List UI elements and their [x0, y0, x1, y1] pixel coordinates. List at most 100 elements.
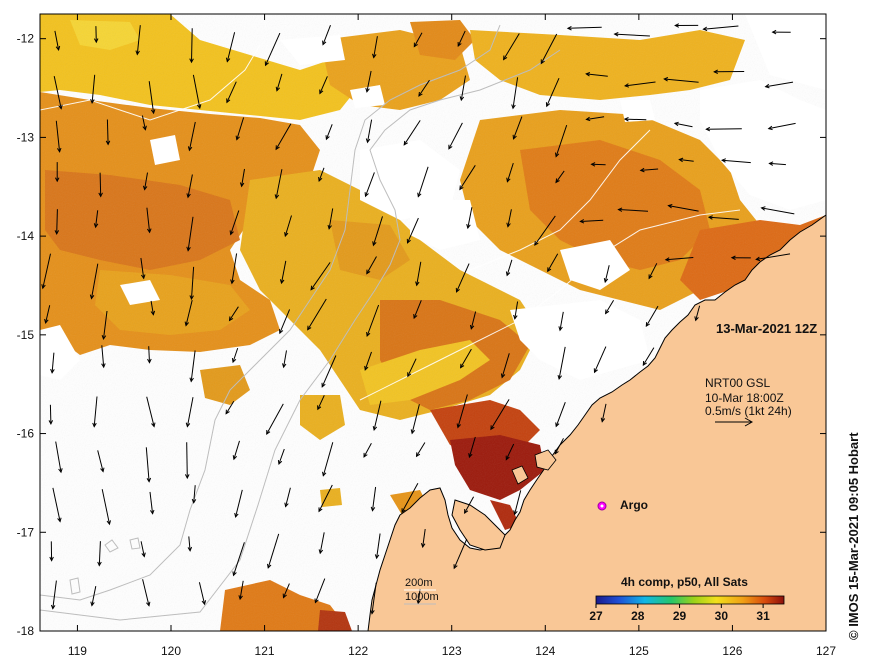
current-vector — [230, 210, 240, 235]
current-vector-head — [50, 604, 56, 610]
current-vector — [266, 403, 284, 435]
current-vector — [276, 73, 283, 91]
current-vector-head — [694, 316, 699, 322]
current-vector-head — [48, 420, 54, 426]
current-vector — [236, 117, 245, 140]
current-vector-head — [264, 61, 269, 67]
current-legend-line3: 0.5m/s (1kt 24h) — [705, 404, 792, 418]
current-vector — [367, 119, 373, 143]
current-vector — [193, 485, 196, 503]
current-vector-head — [50, 368, 55, 374]
current-vector — [417, 588, 421, 604]
isobaths-white — [40, 44, 741, 401]
current-vector — [322, 25, 331, 45]
current-vector-head — [617, 207, 623, 212]
current-vector — [470, 311, 477, 329]
argo-float-marker[interactable] — [597, 501, 607, 511]
current-vector-head — [191, 498, 197, 504]
current-vector-head — [186, 193, 191, 199]
current-vector-head — [420, 543, 426, 549]
current-vector — [55, 120, 61, 152]
current-vector-head — [403, 140, 408, 146]
current-vector — [233, 542, 245, 576]
current-vector-head — [413, 42, 418, 48]
current-vector — [283, 583, 290, 598]
current-vector-head — [372, 53, 377, 59]
current-vector-head — [187, 546, 193, 552]
y-tick-label: -12 — [17, 32, 35, 46]
current-vector — [188, 121, 196, 151]
current-vector-head — [266, 429, 271, 435]
current-vector-head — [678, 157, 684, 163]
current-vector-head — [590, 162, 596, 167]
current-vector-head — [149, 509, 155, 515]
current-vector — [186, 397, 194, 427]
current-vector — [403, 120, 421, 146]
current-vector — [142, 579, 150, 606]
current-vector — [490, 399, 510, 430]
colorbar-tick-label: 29 — [673, 609, 687, 623]
current-vector — [668, 205, 699, 212]
current-vector-head — [228, 316, 234, 322]
current-vector — [591, 163, 606, 166]
current-vector-head — [90, 601, 95, 607]
current-vector — [188, 536, 191, 551]
colorbar-gradient — [595, 595, 785, 605]
current-vector-head — [189, 377, 194, 383]
current-vector-head — [401, 508, 406, 514]
current-vector-head — [363, 452, 368, 458]
current-vector — [460, 75, 466, 101]
current-vector-head — [579, 219, 585, 224]
current-vector-head — [189, 58, 194, 64]
current-vector-head — [547, 267, 552, 273]
current-vector-head — [642, 360, 647, 366]
current-vector — [265, 32, 281, 66]
current-vector-head — [275, 86, 281, 92]
current-vector — [190, 350, 196, 382]
current-vector-head — [545, 102, 551, 108]
current-vector-head — [513, 510, 518, 516]
current-vector-head — [364, 192, 369, 198]
current-vector-head — [366, 269, 371, 275]
current-vector — [45, 305, 51, 324]
isobath-legend-1000m: 1000m — [405, 591, 439, 603]
current-vector — [42, 253, 51, 289]
australia-land — [367, 214, 826, 631]
current-vector-head — [267, 563, 272, 569]
current-vector-head — [184, 474, 190, 480]
current-vector — [140, 541, 145, 557]
current-vector — [363, 443, 372, 458]
current-vector — [401, 482, 419, 513]
current-vector — [278, 448, 285, 465]
current-vector-head — [702, 26, 708, 32]
current-legend-line1: NRT00 GSL — [705, 376, 770, 390]
current-vector-head — [456, 423, 461, 429]
current-vector-head — [318, 507, 323, 513]
x-tick-label: 122 — [348, 644, 368, 658]
current-vector — [141, 115, 146, 130]
current-vector — [275, 123, 292, 150]
current-vector — [503, 33, 520, 60]
current-vector-head — [146, 228, 152, 234]
current-vector — [761, 207, 795, 215]
x-tick-label: 120 — [161, 644, 181, 658]
current-vector — [239, 580, 244, 600]
current-vector-head — [490, 425, 495, 431]
current-vector-head — [554, 449, 559, 455]
current-vector — [559, 311, 564, 331]
current-vector-head — [232, 571, 237, 577]
current-vector-head — [459, 96, 465, 102]
current-vector-head — [455, 287, 460, 293]
current-vector — [185, 299, 193, 326]
current-vector — [235, 489, 243, 518]
current-vector-head — [468, 453, 473, 459]
current-vector-head — [142, 185, 148, 191]
y-tick-label: -18 — [17, 624, 35, 638]
current-vector-head — [372, 425, 378, 431]
current-vector — [187, 216, 194, 251]
current-vector — [145, 447, 150, 482]
current-vector — [765, 81, 794, 88]
current-vector — [267, 533, 280, 568]
current-vector-head — [225, 409, 230, 415]
current-vector — [310, 262, 331, 290]
